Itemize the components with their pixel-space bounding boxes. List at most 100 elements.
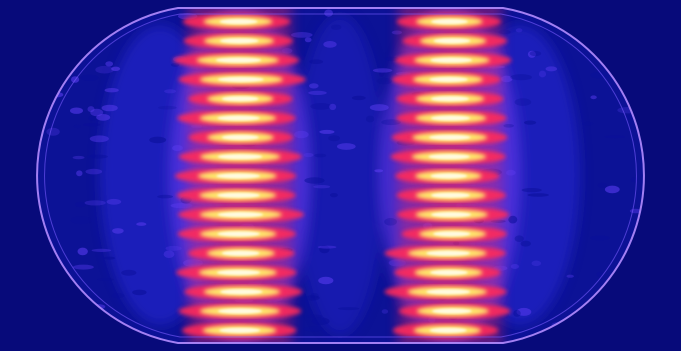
fringe-peak <box>430 57 473 63</box>
speckle <box>101 104 118 112</box>
speckle <box>384 218 397 226</box>
speckle <box>103 256 116 260</box>
speckle <box>96 114 111 121</box>
speckle <box>505 169 516 176</box>
speckle <box>515 28 523 33</box>
fringe-peak <box>217 115 260 121</box>
speckle <box>304 37 312 43</box>
speckle <box>165 245 182 251</box>
speckle <box>310 293 319 299</box>
speckle <box>372 68 393 73</box>
speckle <box>75 201 87 208</box>
fringe-peak <box>216 269 261 276</box>
speckle <box>305 314 323 318</box>
speckle <box>376 77 393 85</box>
speckle <box>73 264 94 270</box>
fringe-peak <box>217 308 263 314</box>
speckle <box>319 129 335 134</box>
speckle <box>90 108 104 117</box>
speckle <box>597 182 608 188</box>
speckle <box>538 70 547 78</box>
speckle <box>311 317 330 326</box>
speckle <box>76 170 83 177</box>
speckle <box>310 103 332 110</box>
speckle <box>503 124 514 128</box>
speckle <box>324 9 333 17</box>
speckle <box>303 152 314 158</box>
speckle <box>314 153 327 158</box>
fringe-peak <box>219 38 259 44</box>
fringe-peak <box>431 192 470 198</box>
speckle <box>70 216 93 225</box>
speckle <box>77 247 88 256</box>
speckle <box>500 75 513 83</box>
speckle <box>304 295 320 301</box>
speckle <box>309 59 324 64</box>
speckle <box>323 41 337 48</box>
speckle <box>527 193 549 197</box>
speckle <box>304 177 325 184</box>
fringe-peak <box>426 250 470 256</box>
fringe-peak <box>217 211 264 218</box>
speckle <box>374 169 384 173</box>
stadium-outline <box>36 7 645 344</box>
speckle <box>630 177 638 183</box>
fringe-peak <box>430 269 468 276</box>
fringe-peak <box>431 211 472 218</box>
fringe-peak <box>430 173 468 179</box>
speckle <box>72 155 85 160</box>
fringe-peak <box>429 327 467 334</box>
speckle <box>513 309 521 317</box>
fringe-peak <box>221 134 259 141</box>
bright-bands <box>173 8 512 343</box>
speckle <box>589 235 610 241</box>
speckle <box>164 89 177 94</box>
speckle <box>106 198 122 205</box>
speckle <box>172 145 183 152</box>
speckle <box>88 115 96 121</box>
speckle <box>157 194 174 199</box>
speckle <box>309 83 319 89</box>
speckle <box>529 50 542 57</box>
speckle <box>132 289 147 296</box>
speckle <box>111 66 121 72</box>
speckle <box>319 245 330 254</box>
fringe-peak <box>220 289 263 295</box>
speckle <box>516 307 532 316</box>
speckle <box>112 228 124 234</box>
fringe-peak <box>430 96 470 102</box>
speckle <box>329 103 337 111</box>
speckle <box>73 124 81 129</box>
speckle <box>531 260 542 267</box>
speckle <box>303 326 324 332</box>
speckle <box>121 269 137 276</box>
speckle <box>158 105 177 110</box>
fringe-peak <box>217 154 263 160</box>
speckle <box>80 74 99 82</box>
fringe-peak <box>429 76 468 83</box>
speckle <box>328 135 340 142</box>
fringe-peak <box>217 231 260 237</box>
speckle <box>91 248 112 252</box>
speckle <box>510 74 532 81</box>
speckle <box>313 185 331 189</box>
fringe-peak <box>217 192 260 198</box>
fringe-peak <box>429 134 471 141</box>
stadium-outline-inner <box>44 13 637 338</box>
speckle <box>149 136 167 144</box>
fringe-peak <box>219 327 261 334</box>
speckle <box>90 154 97 158</box>
speckle <box>163 250 175 258</box>
speckle <box>521 188 542 193</box>
speckle <box>294 130 309 139</box>
speckle <box>381 309 389 314</box>
speckle <box>105 61 114 67</box>
speckle <box>331 24 342 30</box>
speckle <box>524 120 537 125</box>
fringe-peak <box>433 38 471 44</box>
speckle <box>89 135 109 143</box>
fringe-peak <box>221 96 259 102</box>
speckle <box>514 98 532 106</box>
speckle <box>308 90 327 95</box>
